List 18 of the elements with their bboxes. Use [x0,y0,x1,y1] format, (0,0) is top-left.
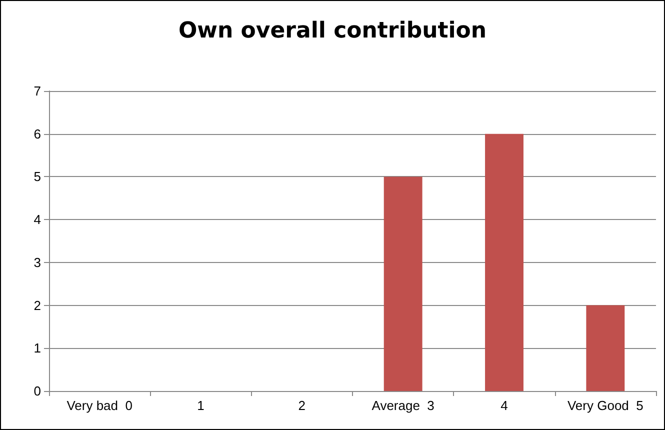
bar [586,305,625,391]
bar [384,176,422,391]
y-tick-label: 4 [34,212,41,228]
x-tick-label: Very Good 5 [567,398,644,413]
y-tick-label: 1 [34,340,41,356]
y-tick-label: 0 [34,384,41,398]
y-tick-label: 6 [34,126,41,142]
bar [485,134,524,391]
y-tick-label: 3 [34,254,41,270]
x-tick-label: 1 [197,398,204,413]
chart-title: Own overall contribution [178,18,487,44]
x-tick-label: Very bad 0 [66,398,132,413]
x-tick-label: 4 [500,398,508,413]
x-tick-label: 2 [298,398,306,413]
y-tick-label: 2 [34,298,41,313]
y-tick-label: 5 [34,169,41,184]
x-tick-label: Average 3 [372,398,434,413]
y-tick-label: 7 [34,84,41,98]
